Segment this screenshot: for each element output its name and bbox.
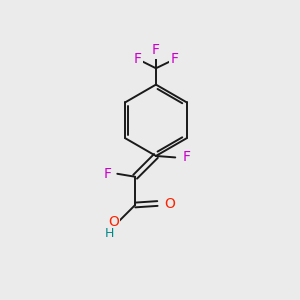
Text: H: H (105, 227, 115, 240)
Text: O: O (164, 196, 175, 211)
Text: F: F (103, 167, 111, 181)
Text: F: F (170, 52, 178, 66)
Text: F: F (134, 52, 142, 66)
Text: F: F (152, 44, 160, 57)
Text: F: F (183, 150, 191, 164)
Text: O: O (108, 215, 119, 229)
